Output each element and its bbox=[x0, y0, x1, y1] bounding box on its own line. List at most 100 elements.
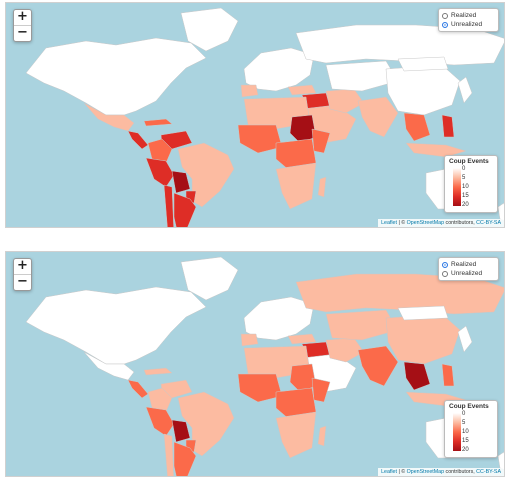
country-china[interactable] bbox=[385, 64, 461, 116]
country-mongolia[interactable] bbox=[397, 305, 449, 321]
legend-tick: 15 bbox=[462, 193, 469, 199]
layer-option-realized[interactable]: Realized bbox=[442, 260, 495, 269]
world-choropleth[interactable] bbox=[6, 3, 505, 228]
country-central-asia[interactable] bbox=[325, 60, 399, 92]
country-southern-africa[interactable] bbox=[275, 162, 317, 210]
legend-tick: 20 bbox=[462, 447, 469, 453]
zoom-out-button[interactable]: − bbox=[14, 25, 31, 41]
legend-tick: 0 bbox=[462, 411, 466, 417]
country-turkey[interactable] bbox=[287, 84, 317, 96]
country-se-asia[interactable] bbox=[403, 112, 431, 142]
attribution-text: contributors, bbox=[444, 469, 477, 475]
country-argentina[interactable] bbox=[173, 441, 197, 477]
country-new-zealand[interactable] bbox=[497, 451, 505, 470]
osm-link[interactable]: OpenStreetMap bbox=[406, 220, 445, 226]
country-bolivia[interactable] bbox=[171, 170, 191, 194]
country-greenland[interactable] bbox=[180, 7, 239, 52]
country-iberia[interactable] bbox=[240, 333, 259, 347]
layer-option-unrealized[interactable]: Unrealized bbox=[442, 20, 495, 29]
country-colombia[interactable] bbox=[147, 387, 173, 413]
country-mongolia[interactable] bbox=[397, 56, 449, 72]
country-peru-ecuador[interactable] bbox=[145, 157, 175, 188]
layer-label-unrealized: Unrealized bbox=[451, 21, 483, 28]
country-bolivia[interactable] bbox=[171, 419, 191, 443]
attribution-text: contributors, bbox=[444, 220, 477, 226]
country-mexico[interactable] bbox=[83, 102, 135, 132]
layer-control: Realized Unrealized bbox=[438, 257, 499, 281]
country-japan[interactable] bbox=[457, 76, 473, 104]
legend-tick: 10 bbox=[462, 184, 469, 190]
radio-unrealized[interactable] bbox=[442, 270, 448, 277]
zoom-control: + − bbox=[13, 9, 32, 42]
map-attribution: Leaflet | © OpenStreetMap contributors, … bbox=[378, 219, 504, 227]
legend-tick: 5 bbox=[462, 175, 466, 181]
country-south-asia[interactable] bbox=[357, 96, 399, 138]
zoom-in-button[interactable]: + bbox=[17, 258, 28, 273]
country-indonesia[interactable] bbox=[405, 142, 467, 158]
country-china[interactable] bbox=[385, 313, 461, 365]
radio-realized[interactable] bbox=[442, 12, 448, 19]
country-europe[interactable] bbox=[243, 296, 315, 341]
license-link[interactable]: CC-BY-SA bbox=[476, 220, 501, 226]
legend-tick: 5 bbox=[462, 420, 466, 426]
country-southern-africa[interactable] bbox=[275, 411, 317, 459]
country-new-zealand[interactable] bbox=[497, 202, 505, 221]
map-unrealized[interactable]: + − Realized Unrealized Coup Events 0 5 … bbox=[5, 2, 505, 228]
layer-label-realized: Realized bbox=[451, 12, 477, 19]
legend-gradient bbox=[453, 413, 461, 451]
country-russia[interactable] bbox=[295, 24, 505, 66]
legend-tick: 20 bbox=[462, 202, 469, 208]
country-philippines[interactable] bbox=[441, 114, 455, 138]
country-west-africa[interactable] bbox=[237, 124, 283, 154]
layer-option-unrealized[interactable]: Unrealized bbox=[442, 269, 495, 278]
attribution-sep: | © bbox=[396, 469, 407, 475]
country-chile[interactable] bbox=[163, 433, 174, 477]
country-caribbean[interactable] bbox=[143, 118, 173, 127]
world-choropleth[interactable] bbox=[6, 252, 505, 477]
zoom-out-button[interactable]: − bbox=[14, 274, 31, 290]
license-link[interactable]: CC-BY-SA bbox=[476, 469, 501, 475]
radio-unrealized[interactable] bbox=[442, 21, 448, 28]
legend-gradient bbox=[453, 168, 461, 206]
map-attribution: Leaflet | © OpenStreetMap contributors, … bbox=[378, 468, 504, 476]
country-caribbean[interactable] bbox=[143, 367, 173, 376]
country-peru-ecuador[interactable] bbox=[145, 406, 175, 437]
country-south-asia[interactable] bbox=[357, 345, 399, 387]
country-west-africa[interactable] bbox=[237, 373, 283, 403]
country-se-asia[interactable] bbox=[403, 361, 431, 391]
zoom-control: + − bbox=[13, 258, 32, 291]
country-north-america[interactable] bbox=[25, 37, 207, 116]
country-colombia[interactable] bbox=[147, 138, 173, 164]
legend-title: Coup Events bbox=[449, 158, 489, 165]
country-europe[interactable] bbox=[243, 47, 315, 92]
zoom-in-button[interactable]: + bbox=[17, 9, 28, 24]
country-horn[interactable] bbox=[311, 128, 331, 154]
country-central-america[interactable] bbox=[127, 130, 149, 150]
layer-option-realized[interactable]: Realized bbox=[442, 11, 495, 20]
attribution-sep: | © bbox=[396, 220, 407, 226]
radio-realized[interactable] bbox=[442, 261, 448, 268]
country-iberia[interactable] bbox=[240, 84, 259, 98]
country-turkey[interactable] bbox=[287, 333, 317, 345]
country-horn[interactable] bbox=[311, 377, 331, 403]
layer-label-realized: Realized bbox=[451, 261, 477, 268]
legend: Coup Events 0 5 10 15 20 bbox=[444, 400, 498, 458]
leaflet-link[interactable]: Leaflet bbox=[381, 220, 397, 226]
legend-tick: 10 bbox=[462, 429, 469, 435]
country-chile[interactable] bbox=[163, 184, 174, 228]
country-argentina[interactable] bbox=[173, 192, 197, 228]
country-russia[interactable] bbox=[295, 273, 505, 315]
osm-link[interactable]: OpenStreetMap bbox=[406, 469, 445, 475]
legend: Coup Events 0 5 10 15 20 bbox=[444, 155, 498, 213]
country-mexico[interactable] bbox=[83, 351, 135, 381]
country-north-america[interactable] bbox=[25, 286, 207, 365]
country-japan[interactable] bbox=[457, 325, 473, 353]
country-central-asia[interactable] bbox=[325, 309, 399, 341]
map-realized[interactable]: + − Realized Unrealized Coup Events 0 5 … bbox=[5, 251, 505, 477]
country-madagascar[interactable] bbox=[317, 176, 327, 198]
leaflet-link[interactable]: Leaflet bbox=[381, 469, 397, 475]
country-central-america[interactable] bbox=[127, 379, 149, 399]
country-madagascar[interactable] bbox=[317, 425, 327, 447]
country-greenland[interactable] bbox=[180, 256, 239, 301]
country-philippines[interactable] bbox=[441, 363, 455, 387]
